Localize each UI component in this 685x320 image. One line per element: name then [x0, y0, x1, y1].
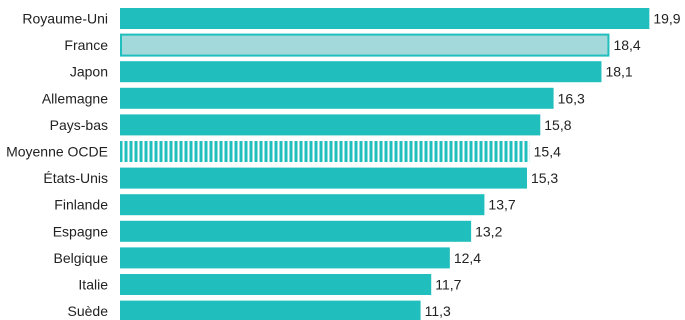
- bar: [120, 141, 530, 162]
- category-label: Allemagne: [42, 90, 108, 106]
- category-label: Pays-bas: [50, 117, 108, 133]
- bar: [120, 87, 554, 109]
- bar: [120, 274, 432, 295]
- category-label: Moyenne OCDE: [6, 144, 108, 160]
- category-label: Royaume-Uni: [22, 11, 108, 27]
- value-label: 15,8: [544, 117, 571, 133]
- value-label: 13,7: [488, 197, 515, 213]
- value-label: 18,1: [605, 64, 632, 80]
- category-label: Italie: [78, 277, 108, 293]
- value-label: 13,2: [475, 223, 502, 239]
- value-label: 12,4: [454, 250, 481, 266]
- value-label: 15,4: [534, 144, 561, 160]
- category-label: Japon: [70, 64, 108, 80]
- value-label: 18,4: [613, 37, 640, 53]
- value-label: 11,7: [435, 277, 461, 293]
- category-label: Espagne: [53, 223, 108, 239]
- bar: [120, 61, 602, 83]
- bar: [120, 8, 650, 29]
- value-label: 16,3: [558, 90, 585, 106]
- value-label: 15,3: [531, 170, 558, 186]
- bar: [120, 194, 485, 216]
- bar: [120, 167, 527, 189]
- category-label: Suède: [68, 303, 109, 319]
- category-label: France: [64, 37, 108, 53]
- category-label: Finlande: [54, 197, 108, 213]
- bar: [120, 300, 421, 320]
- bar: [120, 220, 472, 242]
- value-label: 11,3: [425, 303, 451, 319]
- category-label: États-Unis: [43, 170, 108, 186]
- category-label: Belgique: [54, 250, 109, 266]
- bar: [120, 114, 541, 136]
- bar: [120, 247, 450, 269]
- bar: [120, 33, 610, 57]
- bars: Royaume-Uni 19,9 France 18,4 Japon 18,1 Allema…: [6, 8, 681, 320]
- value-label: 19,9: [653, 11, 680, 27]
